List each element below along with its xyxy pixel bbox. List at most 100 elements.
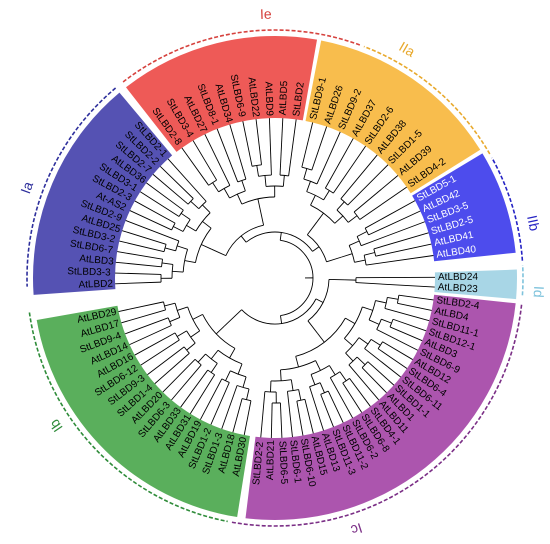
branch-segment (160, 166, 194, 199)
leaf-label: AtLBD21 (265, 440, 277, 481)
branch-arc (174, 332, 180, 341)
branch-segment (315, 298, 324, 303)
branch-arc (195, 212, 211, 232)
branch-arc (389, 319, 394, 328)
branch-segment (341, 253, 353, 258)
branch-segment (229, 348, 236, 359)
branch-segment (192, 140, 218, 181)
branch-segment (364, 348, 401, 378)
branch-segment (124, 317, 169, 335)
leaf-label: AtLBD22 (245, 77, 261, 118)
branch-segment (345, 352, 354, 362)
branch-arc (296, 398, 306, 402)
leaf-label: AtLBD2 (78, 278, 113, 290)
branch-segment (375, 243, 432, 257)
branch-segment (237, 363, 243, 375)
leaf-label: AtLBD23 (437, 282, 478, 295)
branch-segment (119, 240, 165, 253)
branch-arc (205, 353, 218, 364)
branch-segment (358, 337, 369, 345)
branch-segment (180, 212, 191, 220)
branch-segment (349, 378, 371, 407)
branch-segment (140, 339, 180, 366)
branch-segment (186, 225, 197, 232)
branch-segment (340, 154, 378, 200)
branch-segment (288, 119, 297, 176)
branch-segment (324, 138, 354, 189)
branch-arc (182, 219, 191, 232)
branch-segment (264, 175, 267, 187)
branch-segment (117, 251, 163, 260)
branch-segment (255, 119, 262, 165)
branch-arc (330, 371, 341, 379)
arc-Ie (121, 29, 361, 84)
branch-segment (115, 281, 162, 285)
clade-label-IIb: IIb (524, 214, 543, 233)
sector-Ib (36, 305, 250, 518)
branch-segment (298, 389, 302, 401)
branch-segment (177, 245, 188, 250)
branch-segment (246, 388, 250, 400)
branch-arc (221, 378, 230, 383)
branch-segment (310, 374, 316, 385)
branch-segment (177, 306, 188, 311)
sector-IIa (305, 40, 481, 194)
branch-segment (317, 333, 325, 343)
branch-segment (361, 367, 387, 394)
branch-segment (381, 318, 392, 324)
branch-segment (268, 118, 272, 176)
branch-segment (241, 180, 246, 192)
branch-segment (186, 342, 196, 351)
branch-segment (115, 261, 162, 268)
branch-arc (361, 361, 369, 368)
branch-arc (251, 164, 262, 167)
branch-segment (202, 221, 212, 229)
branch-segment (356, 231, 368, 237)
branch-segment (221, 385, 238, 430)
leaf-label: AtLBD3 (79, 253, 115, 267)
branch-segment (212, 182, 219, 193)
branch-segment (184, 260, 196, 264)
branch-segment (129, 325, 172, 346)
branch-segment (387, 296, 399, 300)
branch-arc (307, 279, 330, 322)
branch-segment (364, 200, 416, 229)
branch-segment (354, 259, 366, 263)
branch-arc (303, 178, 318, 185)
branch-segment (279, 118, 284, 176)
branch-segment (129, 210, 172, 231)
branch-arc (368, 300, 376, 321)
branch-segment (347, 215, 358, 223)
branch-segment (260, 391, 266, 438)
branch-segment (146, 182, 184, 211)
branch-segment (334, 215, 344, 224)
branch-segment (295, 356, 299, 368)
branch-arc (245, 231, 313, 252)
branch-segment (279, 232, 282, 241)
branch-segment (329, 377, 354, 419)
branch-segment (342, 382, 363, 413)
leaf-label: AtLBD5 (278, 80, 291, 115)
clade-label-Ia: Ia (17, 179, 36, 196)
branch-segment (176, 330, 187, 337)
branch-segment (210, 349, 219, 360)
branch-segment (243, 400, 252, 436)
leaf-label: StLBD6-5 (276, 441, 289, 485)
branch-arc (182, 249, 189, 273)
branch-segment (311, 126, 328, 171)
branch-segment (147, 346, 185, 375)
branch-arc (171, 264, 174, 279)
branch-arc (178, 209, 184, 217)
leaf-label: StLBD2 (291, 81, 307, 117)
branch-arc (340, 198, 349, 206)
clade-label-Ie: Ie (260, 6, 272, 22)
branch-segment (355, 282, 435, 288)
branch-segment (270, 402, 273, 438)
branch-segment (169, 317, 181, 323)
branch-segment (376, 329, 418, 351)
branch-segment (118, 301, 164, 312)
branch-segment (225, 370, 231, 381)
branch-segment (306, 221, 318, 236)
branch-segment (279, 402, 283, 438)
